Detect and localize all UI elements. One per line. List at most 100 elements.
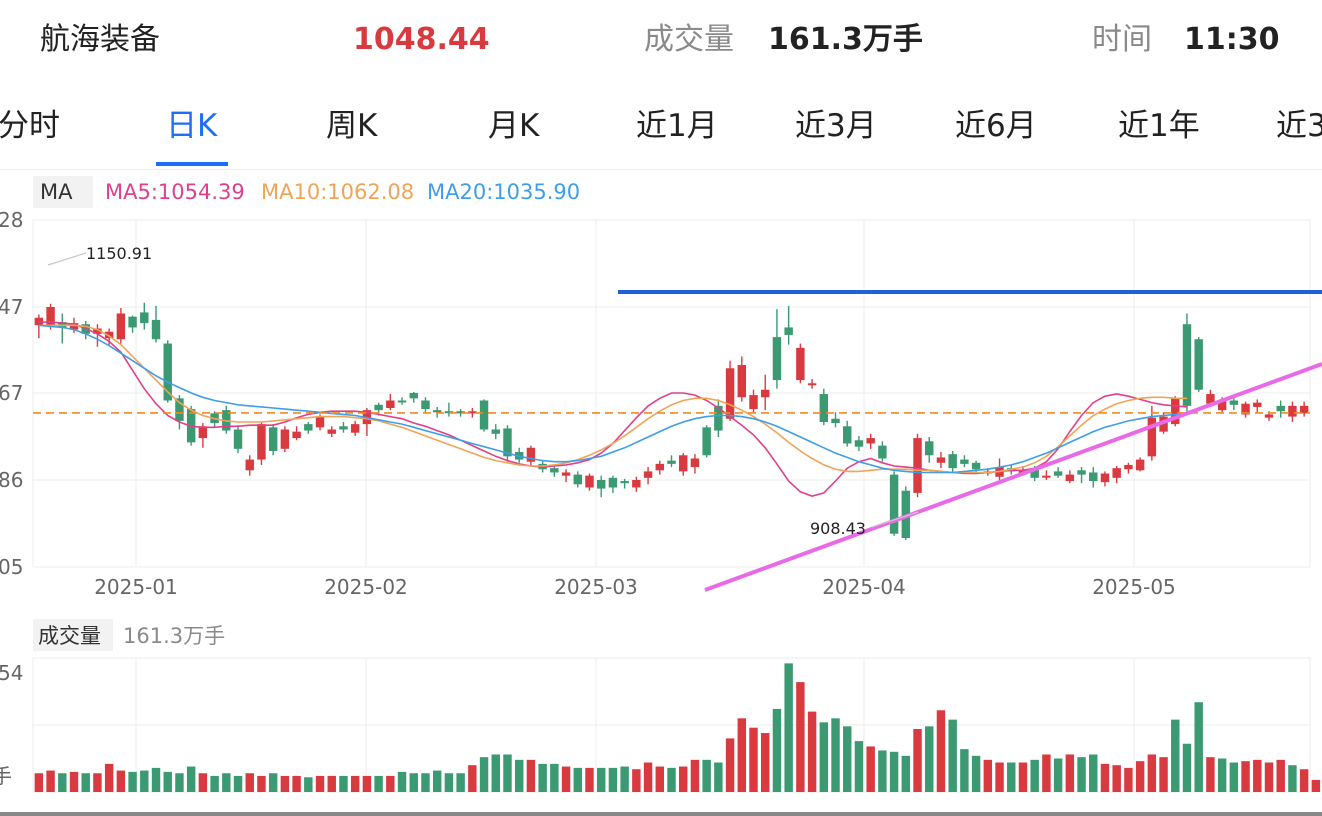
candle-body bbox=[339, 426, 348, 430]
volume-bar bbox=[1089, 754, 1098, 792]
volume-bar bbox=[1241, 761, 1250, 792]
candle-body bbox=[913, 438, 922, 493]
volume-bar bbox=[1147, 754, 1157, 792]
candle-body bbox=[1276, 405, 1285, 412]
volume-bar bbox=[948, 719, 957, 792]
volume-bar bbox=[1135, 761, 1145, 792]
volume-bar bbox=[913, 729, 922, 792]
candle-body bbox=[432, 410, 442, 413]
volume-bar bbox=[1159, 757, 1168, 792]
support-trend-line bbox=[704, 362, 1322, 592]
volume-bar bbox=[1042, 754, 1051, 792]
candle-body bbox=[772, 337, 782, 381]
candle-body bbox=[34, 317, 44, 326]
candle-body bbox=[854, 440, 864, 447]
tab-1-year[interactable]: 近1年 bbox=[1118, 108, 1200, 144]
volume-bar bbox=[304, 777, 313, 792]
volume-bar bbox=[1276, 759, 1285, 792]
volume-bar bbox=[81, 773, 90, 792]
price-y-tick: 86 bbox=[0, 468, 23, 492]
volume-bar bbox=[1112, 765, 1121, 792]
volume-bar bbox=[186, 766, 196, 792]
candle-body bbox=[667, 460, 676, 464]
candle-body bbox=[503, 428, 512, 457]
candle-body bbox=[550, 468, 559, 473]
ma-line-ma10 bbox=[38, 324, 1187, 474]
tab-6-months[interactable]: 近6月 bbox=[955, 108, 1037, 144]
bottom-edge bbox=[0, 812, 1322, 816]
volume-panel-label: 成交量 bbox=[38, 624, 101, 648]
candle-body bbox=[69, 323, 79, 330]
volume-bar bbox=[397, 771, 407, 792]
candle-body bbox=[1229, 400, 1239, 405]
candle-body bbox=[1089, 472, 1098, 482]
tab-intraday[interactable]: 分时 bbox=[0, 108, 60, 144]
tabs-divider bbox=[0, 169, 1322, 170]
candle-body bbox=[784, 327, 793, 335]
candle-body bbox=[327, 429, 336, 434]
candle-body bbox=[1241, 403, 1250, 415]
candle-body bbox=[1077, 470, 1086, 475]
volume-bar bbox=[421, 773, 430, 792]
volume-bar bbox=[1194, 702, 1203, 792]
volume-bar bbox=[608, 767, 618, 792]
candle-body bbox=[1124, 464, 1133, 470]
moving-average-lines bbox=[38, 321, 1188, 497]
candle-body bbox=[526, 447, 536, 462]
candle-body bbox=[596, 479, 606, 489]
tab-monthly-k[interactable]: 月K bbox=[488, 108, 540, 144]
tab-3-months[interactable]: 近3月 bbox=[795, 108, 877, 144]
candle-body bbox=[93, 328, 102, 334]
candle-body bbox=[245, 459, 254, 471]
volume-bar bbox=[1018, 762, 1028, 792]
candle-body bbox=[386, 400, 395, 409]
tab-3-years[interactable]: 近3 bbox=[1276, 108, 1322, 144]
volume-bar bbox=[854, 741, 864, 792]
volume-bar bbox=[233, 775, 243, 792]
volume-bar bbox=[1100, 763, 1110, 792]
tab-1-month[interactable]: 近1月 bbox=[636, 108, 718, 144]
ma-line-ma20 bbox=[38, 324, 1188, 474]
volume-bar bbox=[784, 663, 793, 792]
candle-body bbox=[350, 424, 360, 433]
volume-bars bbox=[34, 663, 1321, 792]
candle-body bbox=[233, 429, 243, 449]
candle-body bbox=[866, 438, 875, 444]
candle-body bbox=[843, 426, 852, 444]
volume-bar bbox=[456, 773, 465, 792]
candle-body bbox=[46, 307, 55, 327]
volume-bar bbox=[292, 775, 301, 792]
tab-daily-k[interactable]: 日K bbox=[166, 108, 218, 144]
candle-body bbox=[725, 368, 735, 419]
volume-bar bbox=[140, 770, 149, 792]
candle-body bbox=[678, 455, 688, 472]
volume-bar bbox=[620, 766, 629, 792]
volume-bar bbox=[151, 767, 161, 792]
volume-bar bbox=[843, 726, 852, 792]
volume-bar bbox=[889, 751, 899, 792]
candle-body bbox=[175, 398, 184, 421]
volume-bar bbox=[69, 771, 79, 792]
volume-bar bbox=[1217, 758, 1227, 792]
volume-bar bbox=[245, 773, 254, 792]
candle-body bbox=[409, 392, 418, 399]
ma20-legend: MA20:1035.90 bbox=[427, 180, 580, 204]
volume-bar bbox=[678, 766, 688, 792]
volume-bar bbox=[655, 766, 665, 792]
candle-body bbox=[1217, 400, 1227, 411]
volume-bar bbox=[198, 773, 208, 792]
candle-body bbox=[737, 365, 747, 398]
volume-bar bbox=[339, 775, 348, 792]
time-label: 时间 bbox=[1092, 22, 1152, 57]
candle-body bbox=[151, 319, 161, 340]
price-y-tick: 28 bbox=[0, 208, 23, 232]
volume-bar bbox=[1182, 743, 1192, 792]
volume-bar bbox=[561, 766, 571, 792]
volume-bar bbox=[901, 755, 911, 792]
candle-body bbox=[163, 343, 172, 401]
volume-bar bbox=[1171, 719, 1180, 792]
candle-body bbox=[807, 383, 817, 386]
tab-weekly-k[interactable]: 周K bbox=[326, 108, 378, 144]
volume-bar bbox=[1264, 762, 1274, 792]
